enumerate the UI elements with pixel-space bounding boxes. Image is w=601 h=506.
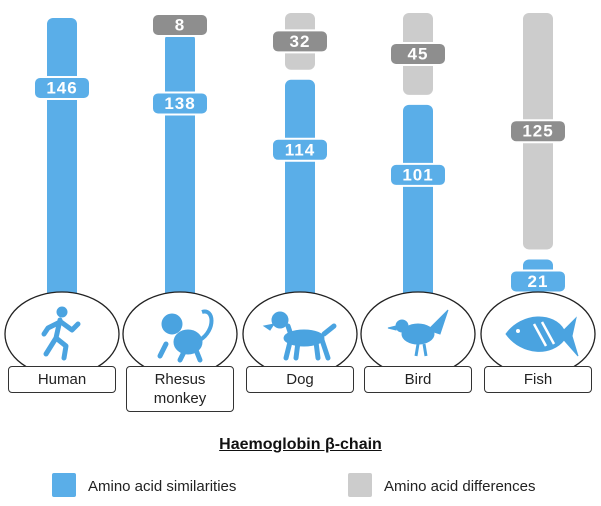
value-label: 114 <box>285 140 315 159</box>
value-label-box <box>389 41 447 66</box>
value-label-box <box>389 162 447 187</box>
category-label: Human <box>8 366 116 393</box>
value-label: 45 <box>408 44 429 63</box>
value-label: 125 <box>522 122 553 141</box>
species-icon <box>157 309 214 363</box>
value-label-box <box>151 91 209 116</box>
value-label-box <box>33 76 91 100</box>
value-label-box <box>151 13 209 37</box>
category-label: Dog <box>246 366 354 393</box>
value-label: 32 <box>290 32 311 51</box>
legend-label: Amino acid similarities <box>88 478 237 495</box>
legend-swatch <box>52 473 76 497</box>
value-label: 8 <box>175 15 185 34</box>
category-label: Fish <box>484 366 592 393</box>
species-icon <box>387 309 449 357</box>
species-icon <box>505 316 579 357</box>
similarity-bar <box>285 79 315 300</box>
value-label: 146 <box>46 78 77 97</box>
similarity-bar <box>403 104 433 300</box>
similarity-bar <box>47 18 77 300</box>
value-label-box <box>271 29 329 54</box>
category-label: Bird <box>364 366 472 393</box>
category-label: Rhesus monkey <box>126 366 234 412</box>
value-label: 101 <box>402 165 433 184</box>
value-label: 138 <box>164 94 195 113</box>
chart-title: Haemoglobin β-chain <box>219 436 382 453</box>
species-icon <box>262 311 337 361</box>
value-label-box <box>509 119 567 144</box>
similarity-bar <box>165 33 195 300</box>
species-ellipse <box>4 291 120 377</box>
legend-swatch <box>348 473 372 497</box>
legend-label: Amino acid differences <box>384 478 536 495</box>
species-icon <box>41 306 81 361</box>
value-label: 21 <box>528 272 549 291</box>
value-label-box <box>271 137 329 162</box>
